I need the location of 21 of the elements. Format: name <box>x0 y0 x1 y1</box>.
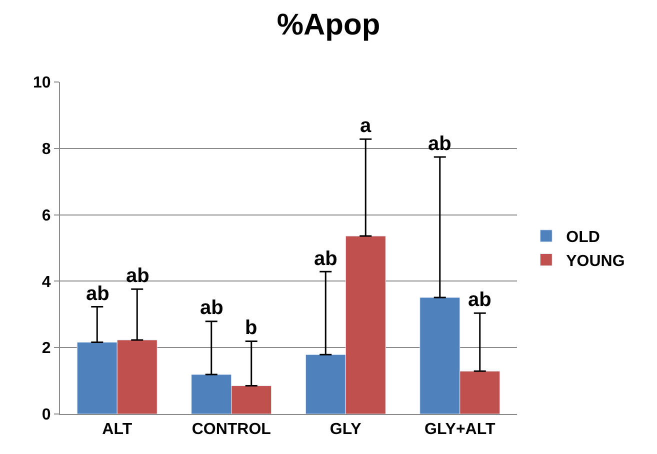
annotation: ab <box>86 283 110 305</box>
x-tick-label: ALT <box>102 421 132 438</box>
y-tick-label: 0 <box>42 406 51 424</box>
legend-label: OLD <box>566 229 600 246</box>
chart-title: %Apop <box>276 8 380 42</box>
y-tick-label: 10 <box>33 74 51 92</box>
annotation: ab <box>200 297 224 319</box>
x-tick-label: CONTROL <box>192 421 272 438</box>
y-tick-label: 2 <box>42 340 51 358</box>
x-tick-label: GLY+ALT <box>424 421 496 438</box>
y-tick-label: 8 <box>42 141 51 158</box>
annotation: ab <box>314 248 338 270</box>
x-tick-label: GLY <box>330 421 362 438</box>
y-tick-label: 6 <box>42 207 51 224</box>
annotation: b <box>245 317 258 339</box>
annotation: ab <box>468 289 492 311</box>
y-tick-label: 4 <box>42 274 51 291</box>
annotation: a <box>360 115 372 137</box>
annotation: ab <box>126 265 150 287</box>
annotation: ab <box>428 133 452 155</box>
legend-label: YOUNG <box>566 252 625 270</box>
